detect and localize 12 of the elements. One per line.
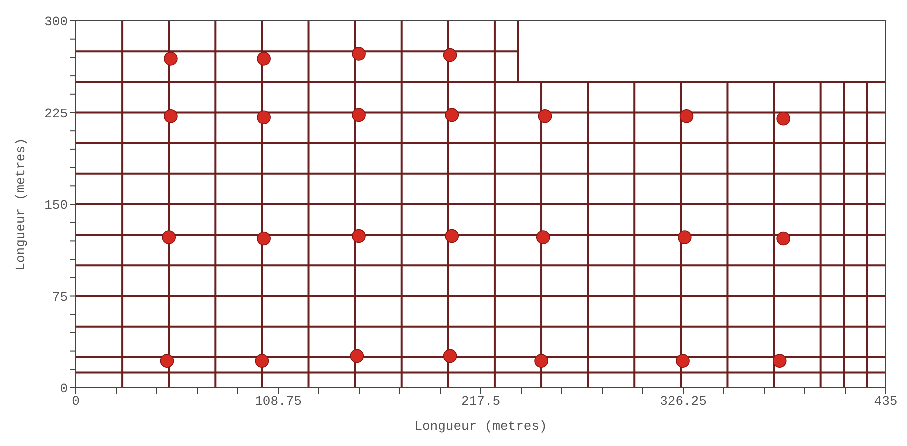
y-axis-title: Longueur (metres) [14, 138, 29, 271]
x-tick-label: 217.5 [461, 394, 501, 410]
x-tick-label: 435 [874, 394, 898, 410]
y-tick-label: 0 [60, 382, 68, 397]
y-tick-label: 150 [44, 198, 68, 214]
x-tick-label: 0 [72, 394, 80, 410]
y-tick-label: 300 [44, 14, 68, 30]
x-tick-label: 108.75 [255, 394, 302, 410]
x-axis-title: Longueur (metres) [414, 419, 548, 434]
y-tick-label: 225 [44, 106, 68, 122]
y-tick-label: 75 [52, 290, 68, 305]
x-tick-label: 326.25 [660, 394, 707, 410]
